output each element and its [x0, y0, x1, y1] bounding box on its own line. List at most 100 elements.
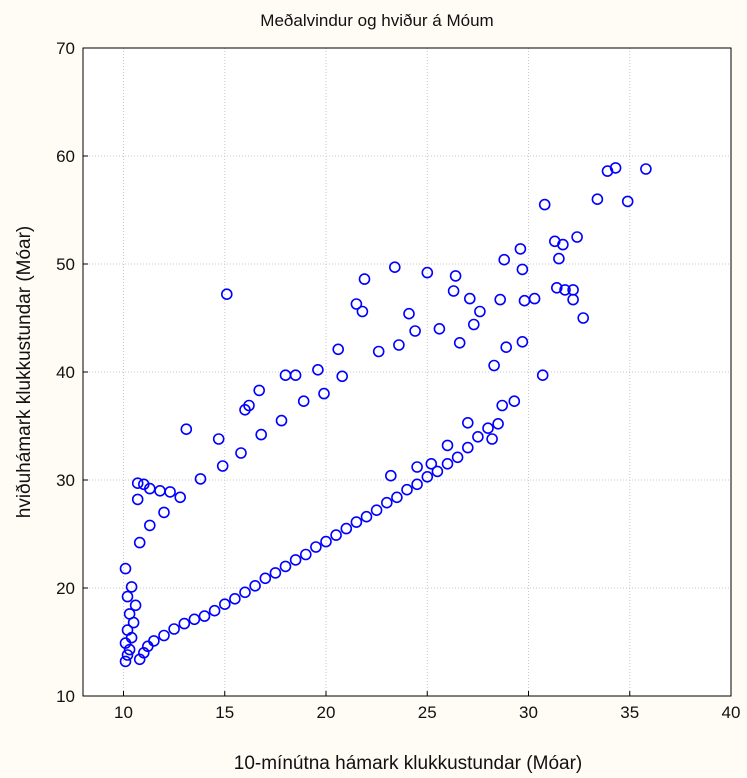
- data-point: [289, 554, 302, 566]
- data-point: [441, 457, 454, 470]
- data-point: [164, 486, 176, 498]
- data-point: [235, 447, 247, 459]
- data-point: [500, 341, 513, 354]
- data-point: [188, 613, 201, 626]
- data-point: [401, 483, 413, 496]
- data-point: [299, 548, 312, 561]
- data-point: [318, 387, 330, 400]
- data-point: [229, 592, 241, 605]
- data-point: [425, 457, 438, 470]
- data-point: [212, 433, 225, 445]
- y-tick-label: 60: [56, 147, 75, 166]
- data-point: [461, 441, 474, 454]
- axis-ticks: 10 15 20 25 30 35 40 10 20 30 40 50 60 70: [56, 39, 740, 722]
- data-point: [350, 516, 363, 528]
- data-point: [129, 599, 142, 612]
- data-point: [411, 478, 423, 491]
- data-point: [461, 416, 474, 429]
- data-point: [350, 298, 363, 310]
- data-point: [421, 266, 434, 279]
- data-point: [178, 617, 191, 630]
- data-point: [384, 469, 397, 482]
- data-point: [144, 519, 156, 532]
- data-point: [123, 608, 136, 620]
- data-point: [453, 336, 466, 349]
- x-tick-label: 20: [317, 703, 336, 722]
- y-tick-label: 40: [56, 363, 75, 382]
- data-point: [370, 504, 383, 517]
- data-point: [482, 422, 494, 435]
- data-point: [121, 649, 134, 661]
- data-points: [119, 162, 652, 668]
- data-point: [403, 307, 415, 320]
- data-point: [121, 590, 134, 603]
- data-point: [431, 465, 444, 478]
- chart-title: Meðalvindur og hviður á Móum: [260, 11, 493, 30]
- data-point: [474, 305, 486, 318]
- data-point: [508, 395, 521, 408]
- data-point: [516, 335, 529, 348]
- data-point: [208, 604, 221, 617]
- x-tick-label: 35: [620, 703, 639, 722]
- data-point: [312, 363, 324, 376]
- x-tick-label: 15: [215, 703, 234, 722]
- data-point: [516, 263, 529, 276]
- data-point: [194, 473, 207, 485]
- data-point: [297, 395, 310, 408]
- data-point: [158, 629, 170, 642]
- data-point: [494, 293, 507, 306]
- data-point: [557, 238, 569, 251]
- data-point: [391, 491, 403, 504]
- data-point: [360, 510, 373, 523]
- y-tick-label: 70: [56, 39, 75, 58]
- data-point: [119, 562, 132, 575]
- data-point: [380, 496, 393, 509]
- data-point: [310, 541, 322, 553]
- data-point: [571, 231, 583, 243]
- data-point: [488, 359, 500, 372]
- y-tick-label: 50: [56, 255, 75, 274]
- data-point: [121, 624, 134, 636]
- data-point: [243, 399, 255, 412]
- y-tick-label: 20: [56, 579, 75, 598]
- data-point: [472, 430, 484, 443]
- data-point: [219, 598, 231, 611]
- data-point: [320, 535, 332, 548]
- data-point: [198, 610, 211, 622]
- data-point: [609, 162, 622, 174]
- y-axis-label: hviðuhámark klukkustundar (Móar): [14, 226, 35, 519]
- y-tick-label: 10: [56, 687, 75, 706]
- x-tick-label: 10: [114, 703, 133, 722]
- data-point: [249, 579, 261, 592]
- data-point: [567, 293, 579, 306]
- x-tick-label: 40: [722, 703, 741, 722]
- data-point: [336, 370, 349, 383]
- data-point: [411, 461, 423, 473]
- data-point: [358, 273, 371, 285]
- data-point: [148, 635, 160, 647]
- data-point: [340, 522, 353, 535]
- data-point: [393, 339, 405, 351]
- data-point: [180, 423, 193, 436]
- data-point: [467, 318, 480, 331]
- data-point: [536, 369, 549, 382]
- x-tick-label: 25: [418, 703, 437, 722]
- data-point: [433, 322, 446, 335]
- x-tick-label: 30: [519, 703, 538, 722]
- data-point: [289, 369, 302, 382]
- data-point: [133, 536, 146, 549]
- data-point: [158, 506, 170, 519]
- data-point: [409, 325, 421, 337]
- y-tick-label: 30: [56, 471, 75, 490]
- data-point: [447, 285, 460, 297]
- data-point: [538, 198, 551, 211]
- data-point: [441, 439, 454, 452]
- data-point: [269, 567, 282, 579]
- data-point: [449, 270, 462, 282]
- data-point: [255, 428, 268, 441]
- data-point: [279, 560, 292, 573]
- data-point: [528, 292, 541, 305]
- data-point: [486, 433, 498, 445]
- data-point: [332, 343, 345, 356]
